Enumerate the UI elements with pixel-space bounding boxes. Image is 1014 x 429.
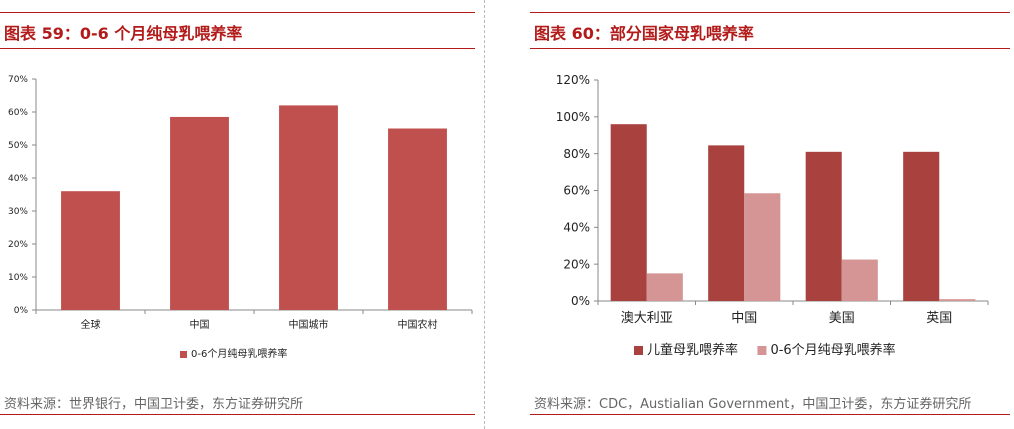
- legend-label: 0-6个月纯母乳喂养率: [770, 342, 895, 358]
- bar: [805, 151, 842, 301]
- y-tick-label: 60%: [8, 108, 28, 118]
- y-tick-label: 20%: [8, 240, 28, 250]
- legend-swatch: [757, 346, 767, 355]
- bar: [170, 116, 229, 310]
- y-tick-label: 0%: [571, 294, 590, 308]
- title-rule: [530, 48, 1010, 49]
- y-tick-label: 100%: [556, 110, 590, 124]
- x-tick-label: 英国: [926, 311, 952, 326]
- bar: [61, 191, 120, 310]
- bar-chart-left: 0% 10% 20% 30% 40% 50% 60% 70% 全球 中国 中国城市 中国农村 0-6个月…: [8, 75, 473, 360]
- y-tick-label: 120%: [556, 73, 590, 87]
- chart-title: 图表 60：部分国家母乳喂养率: [534, 24, 754, 43]
- x-tick-label: 全球: [81, 318, 101, 331]
- source-note: 资料来源：CDC，Austialian Government，中国卫计委，东方证…: [534, 397, 972, 412]
- bar: [388, 128, 447, 310]
- y-tick-label: 80%: [563, 147, 590, 161]
- title-rule: [0, 48, 475, 49]
- source-note: 资料来源：世界银行，中国卫计委，东方证券研究所: [4, 397, 304, 412]
- y-tick-label: 40%: [8, 174, 28, 184]
- y-tick-label: 40%: [563, 221, 590, 235]
- chart-panel-left: 图表 59：0-6 个月纯母乳喂养率 0% 10% 20% 30% 40% 50% 60% 7…: [0, 0, 475, 429]
- bar: [841, 259, 878, 301]
- bar: [744, 193, 781, 301]
- y-tick-label: 60%: [563, 184, 590, 198]
- x-tick-label: 澳大利亚: [621, 310, 673, 326]
- bottom-rule: [0, 414, 475, 415]
- y-tick-label: 10%: [8, 273, 28, 283]
- top-rule: [0, 12, 475, 13]
- bar: [279, 105, 338, 311]
- bar: [939, 299, 976, 301]
- legend-swatch: [634, 346, 643, 355]
- x-tick-label: 中国: [731, 311, 757, 326]
- bar: [610, 124, 647, 301]
- x-tick-label: 中国农村: [398, 318, 438, 331]
- chart-title: 图表 59：0-6 个月纯母乳喂养率: [4, 24, 243, 43]
- legend-label: 儿童母乳喂养率: [647, 342, 738, 358]
- legend-label: 0-6个月纯母乳喂养率: [191, 347, 287, 360]
- x-tick-label: 美国: [829, 311, 855, 326]
- chart-panel-right: 图表 60：部分国家母乳喂养率 0% 20% 40% 60% 80% 100% 120% 澳大…: [530, 0, 1010, 429]
- legend-swatch: [180, 351, 187, 358]
- y-tick-label: 30%: [8, 207, 28, 217]
- bar: [903, 151, 940, 301]
- bottom-rule: [530, 414, 1010, 415]
- x-tick-label: 中国城市: [289, 318, 329, 331]
- bar: [646, 273, 683, 301]
- panel-divider: [484, 0, 485, 429]
- y-tick-label: 50%: [8, 141, 28, 151]
- bar: [708, 145, 745, 301]
- x-tick-label: 中国: [190, 318, 210, 331]
- y-tick-label: 0%: [14, 306, 29, 316]
- y-tick-label: 70%: [8, 75, 28, 85]
- top-rule: [530, 12, 1010, 13]
- y-tick-label: 20%: [563, 257, 590, 271]
